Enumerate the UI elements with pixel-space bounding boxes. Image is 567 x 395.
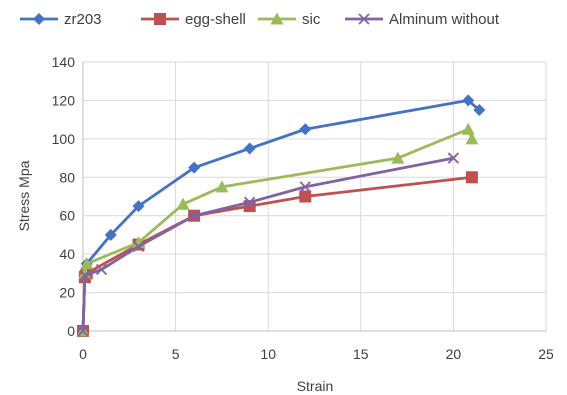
data-point: [77, 325, 89, 337]
marker-stroke: [244, 196, 256, 208]
data-point: [299, 181, 311, 193]
legend-marker: [270, 12, 284, 25]
axes: [82, 62, 546, 332]
legend-item-sic: sic: [258, 11, 321, 28]
y-axis-title: Stress Mpa: [16, 160, 32, 231]
series-sic: [76, 122, 479, 337]
y-tick-label: 80: [59, 169, 75, 185]
data-point: [80, 257, 94, 270]
x-tick-label: 20: [446, 346, 462, 362]
data-point: [465, 171, 478, 184]
legend-label: zr203: [64, 11, 102, 28]
series-line: [81, 127, 474, 332]
series-line: [81, 156, 454, 332]
x-tick-label: 0: [79, 346, 87, 362]
data-point: [188, 161, 201, 174]
data-point: [465, 132, 479, 145]
legend-label: egg-shell: [185, 11, 246, 28]
gridlines: [82, 61, 547, 332]
data-point: [243, 142, 256, 155]
legend-marker: [358, 13, 370, 25]
y-tick-label: 120: [52, 92, 76, 108]
series-group: [76, 94, 486, 337]
data-point: [244, 196, 256, 208]
marker-stroke: [95, 263, 108, 276]
y-tick-label: 100: [52, 131, 76, 147]
marker-stroke: [188, 210, 200, 222]
y-tick-label: 0: [67, 323, 75, 339]
data-point: [215, 180, 229, 193]
data-point: [188, 210, 200, 222]
data-point: [176, 197, 190, 210]
legend-item-egg-shell: egg-shell: [141, 11, 246, 28]
data-point: [132, 200, 145, 213]
data-point: [447, 152, 460, 164]
marker-stroke: [132, 240, 145, 253]
x-tick-label: 5: [172, 346, 180, 362]
series-alminum-without: [77, 152, 460, 337]
data-point: [95, 263, 108, 276]
legend-label: sic: [302, 11, 321, 28]
legend-marker: [154, 13, 166, 25]
marker-stroke: [299, 181, 311, 193]
data-point: [299, 190, 312, 203]
x-tick-label: 15: [353, 346, 369, 362]
data-point: [79, 269, 91, 281]
data-point: [462, 94, 475, 107]
data-point: [391, 151, 405, 164]
x-axis-title: Strain: [297, 378, 334, 394]
y-tick-label: 60: [59, 208, 75, 224]
data-point: [104, 228, 117, 241]
marker-stroke: [358, 13, 370, 25]
legend-item-alminum-without: Alminum without: [345, 11, 500, 28]
legend: zr203 egg-shell sic Alminum without: [20, 11, 500, 28]
marker-stroke: [447, 152, 460, 164]
data-point: [461, 122, 475, 135]
x-tick-label: 10: [260, 346, 276, 362]
data-point: [132, 240, 145, 253]
marker-stroke: [77, 325, 89, 337]
data-point: [78, 266, 92, 279]
legend-item-zr203: zr203: [20, 11, 102, 28]
data-point: [473, 104, 486, 117]
legend-marker: [33, 13, 45, 25]
y-tick-label: 20: [59, 285, 75, 301]
y-tick-label: 40: [59, 246, 75, 262]
marker-stroke: [79, 269, 91, 281]
data-point: [299, 123, 312, 136]
legend-label: Alminum without: [389, 11, 500, 28]
tick-labels: 0 20 40 60 80 100 120 140 0 5 10 15 20 25: [52, 54, 554, 362]
y-tick-label: 140: [52, 54, 76, 70]
x-tick-label: 25: [538, 346, 554, 362]
